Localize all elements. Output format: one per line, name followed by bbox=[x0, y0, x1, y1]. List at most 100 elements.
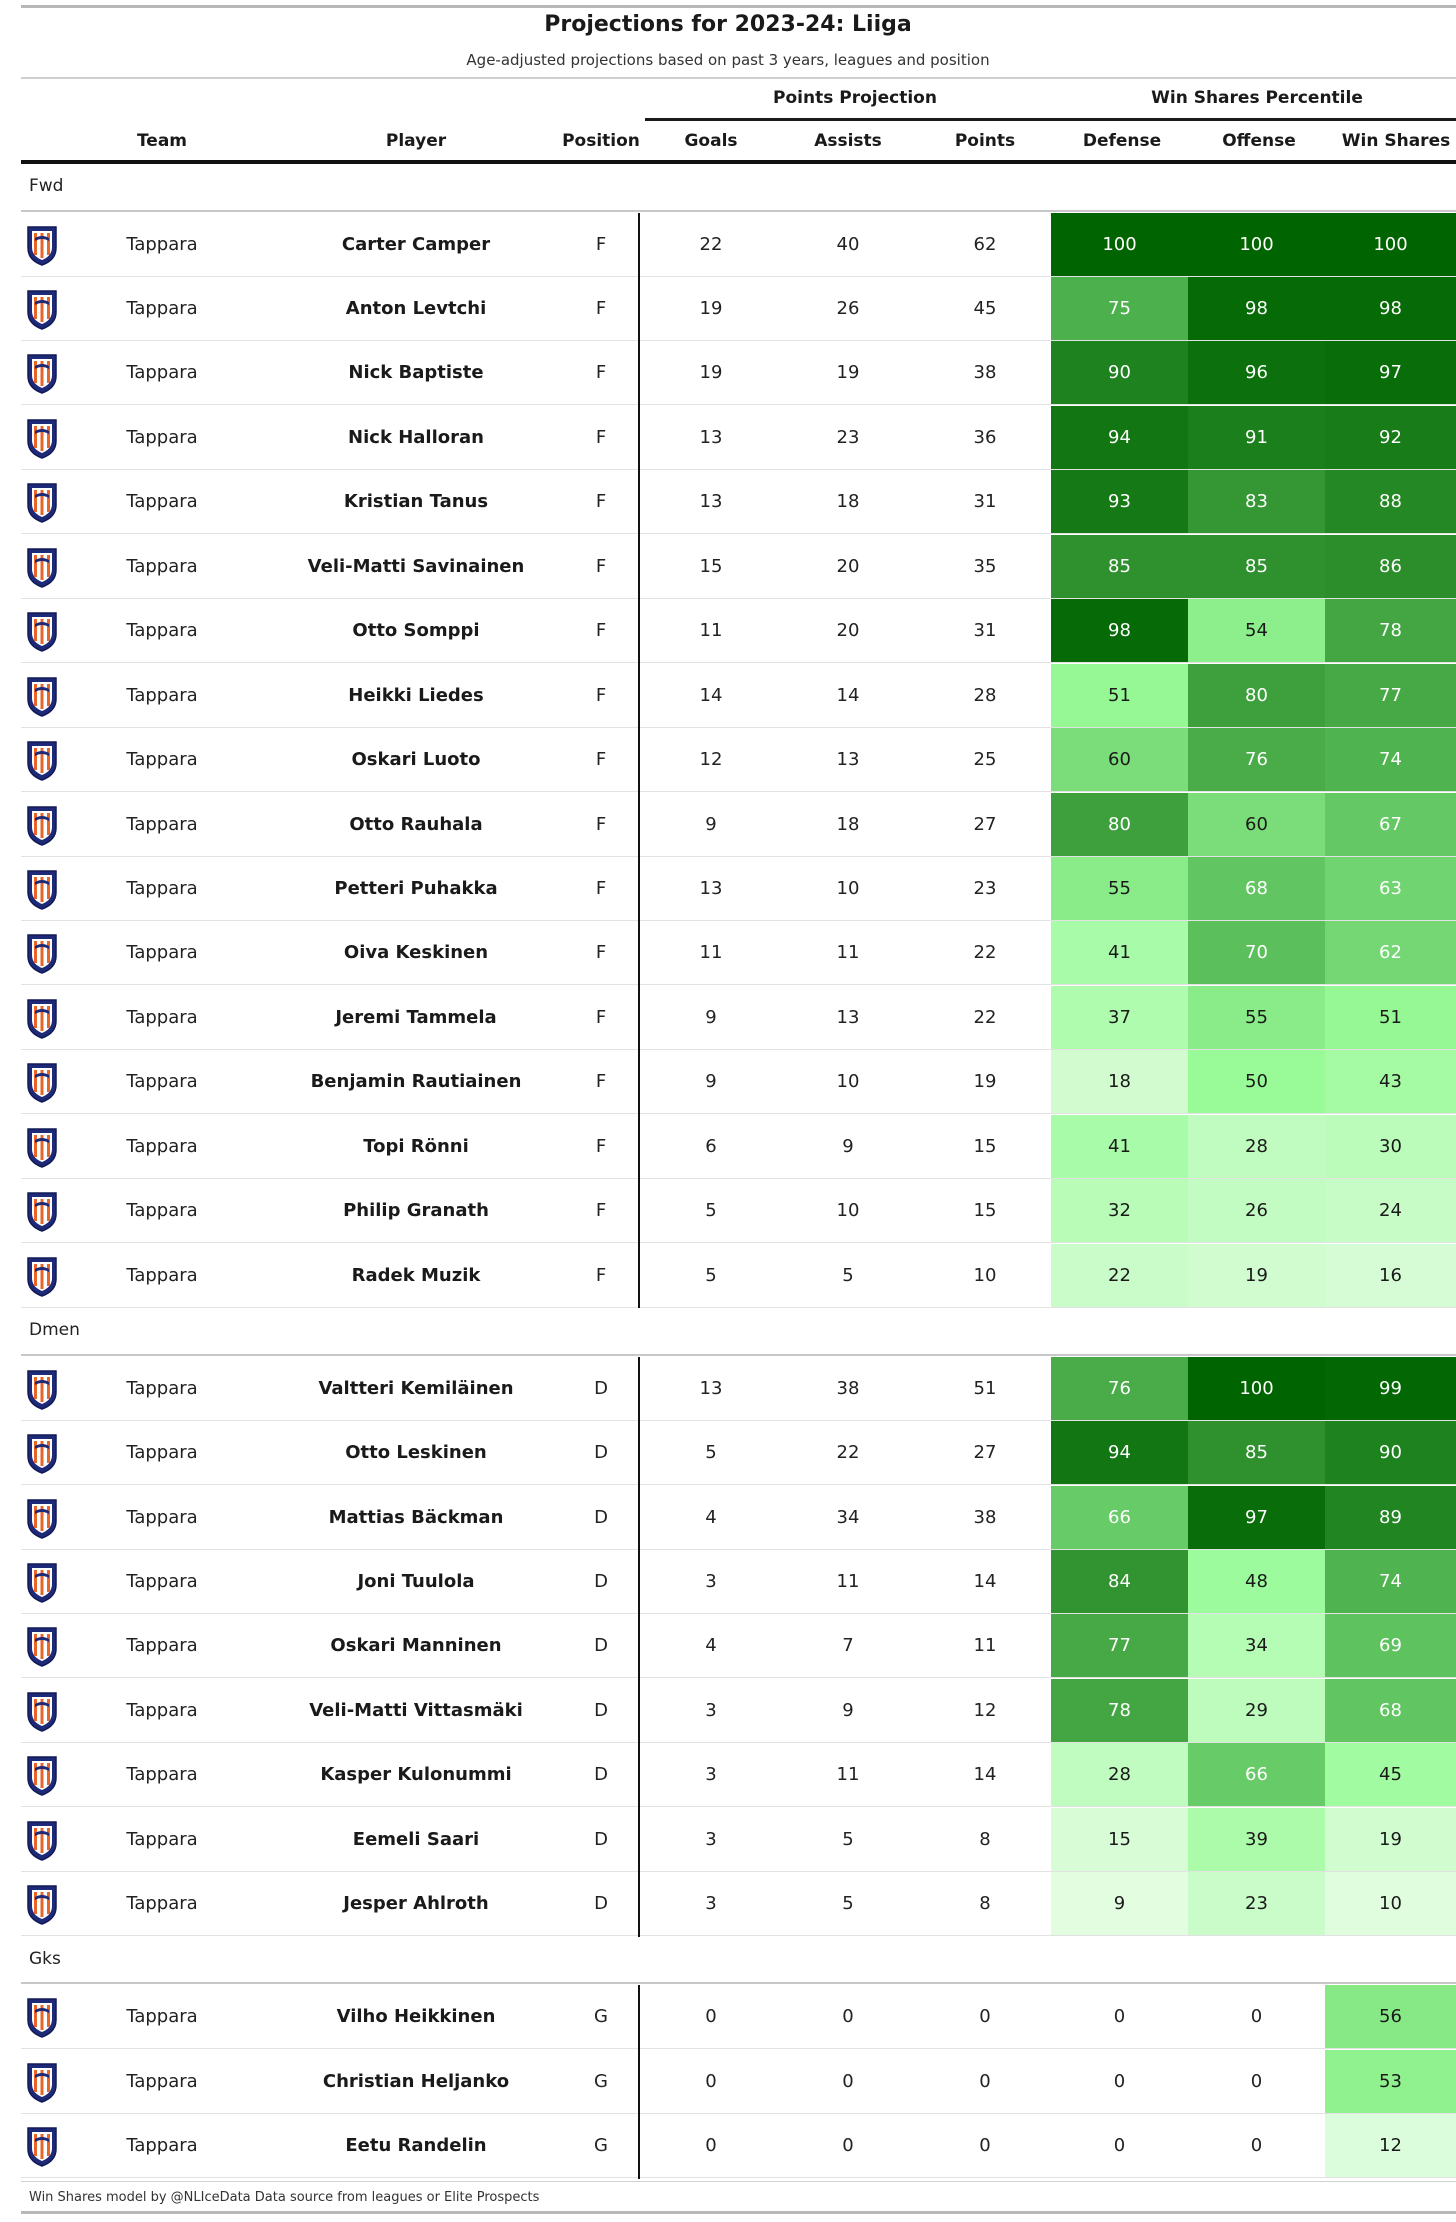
player-name: Jesper Ahlroth bbox=[343, 1893, 489, 1915]
table-row[interactable]: Tappara Mattias Bäckman D 4 34 38 66 97 89 bbox=[21, 1485, 1456, 1550]
assists-cell: 5 bbox=[842, 1893, 854, 1915]
defense-percentile-cell: 98 bbox=[1051, 599, 1188, 663]
goals-cell: 13 bbox=[699, 878, 723, 899]
assists-cell: 11 bbox=[836, 1764, 860, 1786]
table-row[interactable]: Tappara Petteri Puhakka F 13 10 23 55 68 63 bbox=[21, 857, 1456, 921]
table-row[interactable]: Tappara Otto Leskinen D 5 22 27 94 85 90 bbox=[21, 1421, 1456, 1486]
defense-percentile-cell: 94 bbox=[1051, 405, 1188, 469]
column-header-win-shares[interactable]: Win Shares bbox=[1341, 131, 1451, 151]
table-row[interactable]: Tappara Oskari Luoto F 12 13 25 60 76 74 bbox=[21, 728, 1456, 793]
goals-cell: 22 bbox=[699, 233, 723, 255]
column-header-points[interactable]: Points bbox=[954, 131, 1016, 151]
header-rule bbox=[21, 160, 1456, 164]
column-header-player[interactable]: Player bbox=[385, 131, 447, 151]
goals-cell: 19 bbox=[699, 297, 723, 319]
team-cell: Tappara bbox=[126, 1828, 198, 1850]
row-separator bbox=[21, 1419, 1456, 1421]
team-cell: Tappara bbox=[126, 362, 198, 384]
row-separator bbox=[21, 2177, 1456, 2179]
table-row[interactable]: Tappara Benjamin Rautiainen F 9 10 19 18 50 43 bbox=[21, 1050, 1456, 1115]
table-row[interactable]: Tappara Oskari Manninen D 4 7 11 77 34 69 bbox=[21, 1614, 1456, 1679]
assists-cell: 26 bbox=[836, 297, 860, 319]
win-shares-percentile-cell: 97 bbox=[1325, 341, 1456, 405]
group-rule bbox=[21, 209, 1456, 212]
table-row[interactable]: Tappara Eemeli Saari D 3 5 8 15 39 19 bbox=[21, 1807, 1456, 1872]
table-row[interactable]: Tappara Nick Halloran F 13 23 36 94 91 92 bbox=[21, 405, 1456, 470]
column-header-goals[interactable]: Goals bbox=[684, 131, 738, 151]
column-header-assists[interactable]: Assists bbox=[814, 131, 882, 151]
column-header-defense[interactable]: Defense bbox=[1082, 131, 1162, 151]
table-row[interactable]: Tappara Otto Rauhala F 9 18 27 80 60 67 bbox=[21, 792, 1456, 857]
bottom-rule bbox=[21, 2211, 1456, 2214]
player-name: Kasper Kulonummi bbox=[320, 1764, 512, 1786]
win-shares-percentile-cell: 63 bbox=[1325, 857, 1456, 920]
player-name: Otto Somppi bbox=[352, 620, 480, 642]
table-row[interactable]: Tappara Heikki Liedes F 14 14 28 51 80 77 bbox=[21, 663, 1456, 728]
offense-percentile-cell: 97 bbox=[1188, 1485, 1325, 1549]
table-row[interactable]: Tappara Eetu Randelin G 0 0 0 0 0 12 bbox=[21, 2114, 1456, 2179]
team-cell: Tappara bbox=[126, 1699, 198, 1721]
table-row[interactable]: Tappara Anton Levtchi F 19 26 45 75 98 98 bbox=[21, 276, 1456, 341]
goals-cell: 3 bbox=[705, 1893, 717, 1915]
player-name: Eetu Randelin bbox=[345, 2135, 487, 2157]
table-row[interactable]: Tappara Philip Granath F 5 10 15 32 26 24 bbox=[21, 1179, 1456, 1244]
table-row[interactable]: Tappara Joni Tuulola D 3 11 14 84 48 74 bbox=[21, 1550, 1456, 1614]
assists-cell: 5 bbox=[842, 1264, 854, 1286]
table-row[interactable]: Tappara Nick Baptiste F 19 19 38 90 96 97 bbox=[21, 341, 1456, 406]
row-separator bbox=[21, 1935, 1456, 1937]
table-row[interactable]: Tappara Jesper Ahlroth D 3 5 8 9 23 10 bbox=[21, 1872, 1456, 1937]
row-separator bbox=[21, 468, 1456, 470]
assists-cell: 13 bbox=[836, 1006, 860, 1028]
table-row[interactable]: Tappara Vilho Heikkinen G 0 0 0 0 0 56 bbox=[21, 1985, 1456, 2050]
tappara-shield-icon bbox=[26, 2061, 58, 2103]
table-row[interactable]: Tappara Carter Camper F 22 40 62 100 100 100 bbox=[21, 212, 1456, 277]
points-cell: 27 bbox=[973, 1442, 997, 1464]
column-header-position[interactable]: Position bbox=[562, 131, 640, 151]
win-shares-percentile-cell: 88 bbox=[1325, 470, 1456, 534]
table-row[interactable]: Tappara Kristian Tanus F 13 18 31 93 83 88 bbox=[21, 470, 1456, 535]
source-note: Win Shares model by @NLIceData Data sour… bbox=[29, 2190, 540, 2205]
group-label-dmen: Dmen bbox=[29, 1320, 80, 1341]
win-shares-percentile-cell: 67 bbox=[1325, 792, 1456, 856]
points-cell: 62 bbox=[973, 233, 997, 255]
table-row[interactable]: Tappara Oiva Keskinen F 11 11 22 41 70 62 bbox=[21, 921, 1456, 986]
tappara-shield-icon bbox=[26, 1996, 58, 2038]
defense-percentile-cell: 94 bbox=[1051, 1421, 1188, 1485]
table-row[interactable]: Tappara Christian Heljanko G 0 0 0 0 0 53 bbox=[21, 2049, 1456, 2114]
assists-cell: 38 bbox=[836, 1377, 860, 1399]
position-cell: G bbox=[594, 2135, 608, 2157]
spanner-points-projection-line bbox=[645, 118, 1065, 121]
offense-percentile-cell: 66 bbox=[1188, 1743, 1325, 1807]
column-header-offense[interactable]: Offense bbox=[1222, 131, 1296, 151]
row-separator bbox=[21, 1306, 1456, 1308]
row-separator bbox=[21, 791, 1456, 793]
table-row[interactable]: Tappara Otto Somppi F 11 20 31 98 54 78 bbox=[21, 599, 1456, 664]
player-name: Valtteri Kemiläinen bbox=[318, 1377, 514, 1399]
player-name: Jeremi Tammela bbox=[335, 1006, 497, 1028]
position-cell: D bbox=[594, 1699, 608, 1721]
win-shares-percentile-cell: 19 bbox=[1325, 1807, 1456, 1871]
table-row[interactable]: Tappara Topi Rönni F 6 9 15 41 28 30 bbox=[21, 1114, 1456, 1179]
assists-cell: 23 bbox=[836, 426, 860, 448]
table-row[interactable]: Tappara Valtteri Kemiläinen D 13 38 51 76 100 99 bbox=[21, 1356, 1456, 1421]
table-row[interactable]: Tappara Kasper Kulonummi D 3 11 14 28 66 45 bbox=[21, 1743, 1456, 1808]
tappara-shield-icon bbox=[26, 2125, 58, 2167]
position-cell: F bbox=[595, 684, 607, 706]
group-label-gks: Gks bbox=[29, 1948, 61, 1969]
spanner-points-projection: Points Projection bbox=[773, 88, 937, 108]
column-header-team[interactable]: Team bbox=[136, 131, 188, 151]
assists-cell: 9 bbox=[842, 1699, 854, 1721]
table-row[interactable]: Tappara Jeremi Tammela F 9 13 22 37 55 51 bbox=[21, 985, 1456, 1050]
table-row[interactable]: Tappara Radek Muzik F 5 5 10 22 19 16 bbox=[21, 1243, 1456, 1308]
offense-percentile-cell: 70 bbox=[1188, 921, 1325, 985]
row-separator bbox=[21, 404, 1456, 406]
defense-percentile-cell: 90 bbox=[1051, 341, 1188, 405]
offense-percentile-cell: 0 bbox=[1250, 2135, 1263, 2157]
defense-percentile-cell: 85 bbox=[1051, 534, 1188, 598]
row-separator bbox=[21, 1741, 1456, 1743]
position-cell: F bbox=[595, 942, 607, 964]
points-cell: 12 bbox=[973, 1699, 997, 1721]
table-row[interactable]: Tappara Veli-Matti Savinainen F 15 20 35 85 85 8… bbox=[21, 534, 1456, 599]
table-row[interactable]: Tappara Veli-Matti Vittasmäki D 3 9 12 78 29 68 bbox=[21, 1678, 1456, 1743]
subtitle-rule bbox=[21, 77, 1456, 79]
